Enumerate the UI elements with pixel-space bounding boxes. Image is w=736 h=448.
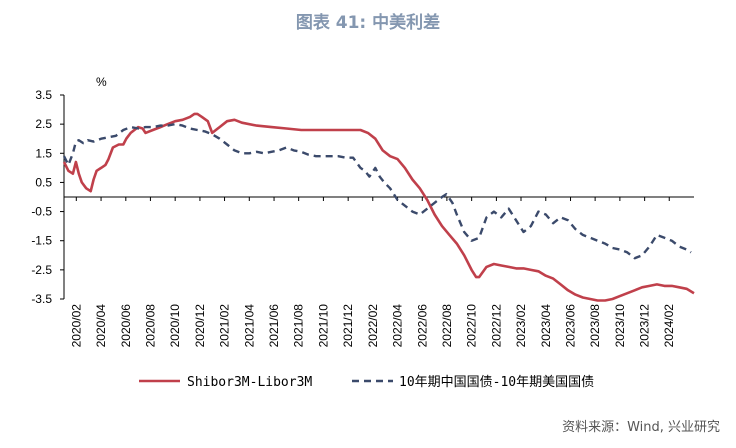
y-tick-label: 1.5	[35, 146, 52, 160]
source-note: 资料来源：Wind, 兴业研究	[562, 420, 720, 435]
y-tick-label: -3.5	[31, 292, 52, 306]
legend-label-cn-us-10y: 10年期中国国债-10年期美国国债	[399, 375, 594, 390]
series-line-shibor-libor	[62, 112, 695, 302]
y-tick-label: -2.5	[31, 263, 52, 277]
x-tick-label: 2024/02	[662, 304, 676, 348]
x-tick-label: 2021/06	[267, 304, 281, 348]
chart-series	[62, 112, 695, 302]
x-tick-label: 2022/08	[440, 304, 454, 348]
x-tick-label: 2023/06	[564, 304, 578, 348]
x-tick-label: 2021/12	[341, 304, 355, 348]
x-tick-label: 2023/12	[638, 304, 652, 348]
x-tick-label: 2020/06	[119, 304, 133, 348]
y-tick-label: -0.5	[31, 205, 52, 219]
x-tick-label: 2023/02	[514, 304, 528, 348]
x-tick-label: 2022/04	[391, 304, 405, 348]
x-tick-label: 2022/06	[415, 304, 429, 348]
x-tick-label: 2021/10	[316, 304, 330, 348]
x-tick-label: 2020/12	[193, 304, 207, 348]
x-tick-label: 2022/12	[489, 304, 503, 348]
x-tick-label: 2020/10	[168, 304, 182, 348]
y-tick-label: 3.5	[35, 88, 52, 102]
x-tick-label: 2023/04	[539, 304, 553, 348]
legend-label-shibor-libor: Shibor3M-Libor3M	[187, 375, 312, 390]
chart-title: 图表 41: 中美利差	[295, 13, 441, 33]
y-tick-label: 0.5	[35, 175, 52, 189]
x-axis-ticks: 2020/02 2020/04 2020/06 2020/08 2020/10 2020/…	[69, 197, 676, 347]
x-tick-label: 2021/02	[218, 304, 232, 348]
x-tick-label: 2020/04	[94, 304, 108, 348]
y-axis-ticks: 3.5 2.5 1.5 0.5 -0.5 -1.5 -2.5 -3.5	[31, 88, 64, 306]
chart-legend: Shibor3M-Libor3M 10年期中国国债-10年期美国国债	[139, 375, 594, 390]
y-axis-unit-label: %	[96, 75, 107, 89]
x-tick-label: 2023/08	[588, 304, 602, 348]
x-tick-label: 2021/04	[242, 304, 256, 348]
x-tick-label: 2020/02	[69, 304, 83, 348]
series-line-cn-us-10y	[62, 122, 692, 260]
chart-axes: %	[63, 75, 694, 299]
x-tick-label: 2022/10	[465, 304, 479, 348]
x-tick-label: 2022/02	[366, 304, 380, 348]
x-tick-label: 2021/08	[292, 304, 306, 348]
x-tick-label: 2020/08	[143, 304, 157, 348]
x-tick-label: 2023/10	[613, 304, 627, 348]
y-tick-label: 2.5	[35, 117, 52, 131]
y-tick-label: -1.5	[31, 234, 52, 248]
